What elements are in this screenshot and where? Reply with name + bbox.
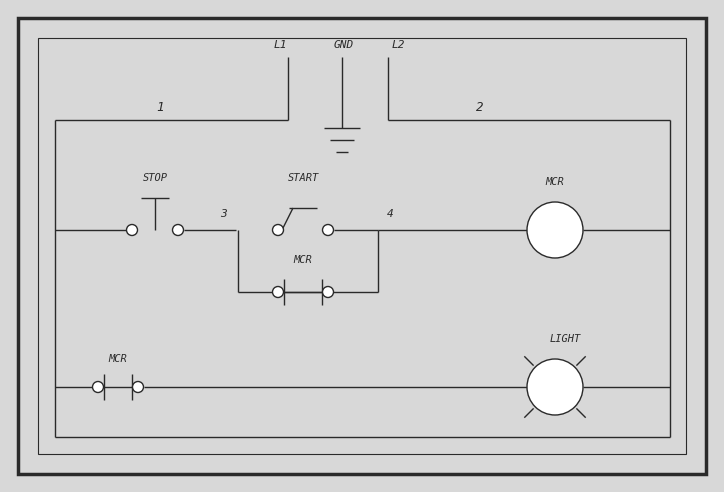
Text: MCR: MCR [109,354,127,364]
Text: 3: 3 [219,209,227,219]
Circle shape [272,286,284,298]
Circle shape [322,224,334,236]
Text: 2: 2 [476,101,484,115]
Circle shape [527,359,583,415]
Text: 4: 4 [387,209,393,219]
Text: START: START [287,173,319,183]
Text: MCR: MCR [546,177,565,187]
Bar [38,38,686,454]
Text: LIGHT: LIGHT [550,334,581,344]
Circle shape [127,224,138,236]
Text: L1: L1 [273,40,287,50]
Text: STOP: STOP [143,173,167,183]
Text: MCR: MCR [294,255,312,265]
Circle shape [322,286,334,298]
Circle shape [172,224,183,236]
Circle shape [527,202,583,258]
Text: L2: L2 [391,40,405,50]
Text: GND: GND [334,40,354,50]
Circle shape [132,381,143,393]
Text: 1: 1 [156,101,164,115]
Circle shape [93,381,104,393]
Circle shape [272,224,284,236]
